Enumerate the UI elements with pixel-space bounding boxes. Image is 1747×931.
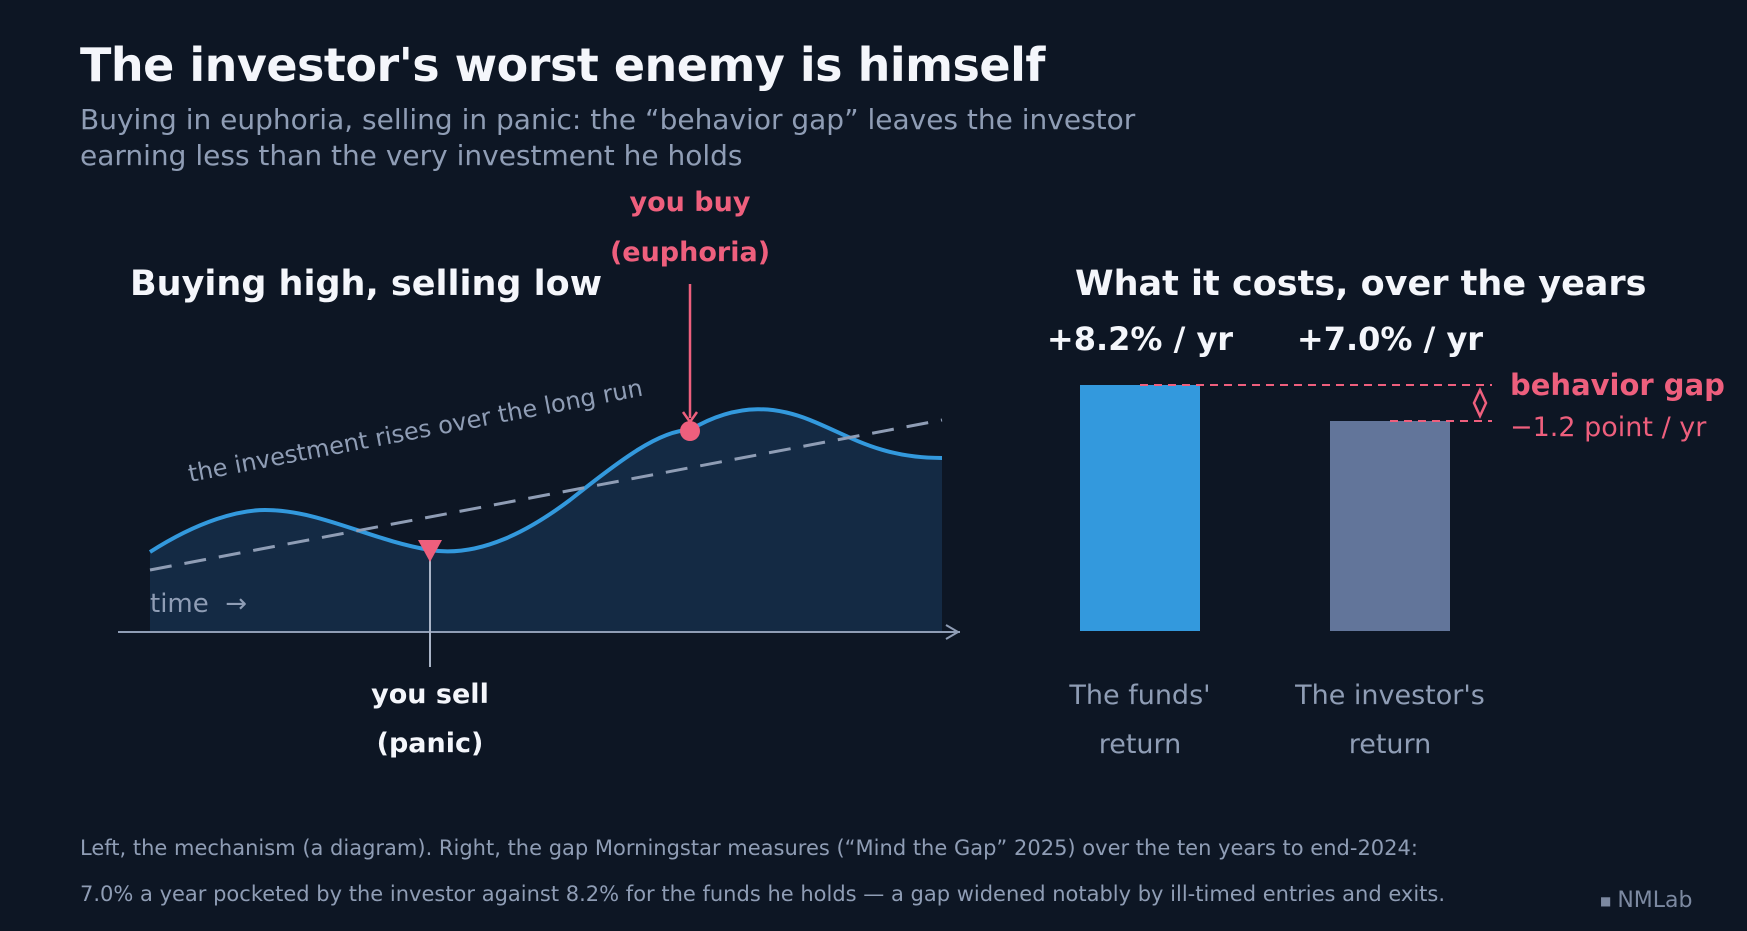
footnote-line: 7.0% a year pocketed by the investor aga… xyxy=(80,882,1446,906)
bar-1 xyxy=(1330,421,1450,631)
time-label: time → xyxy=(150,589,247,619)
page-subtitle: Buying in euphoria, selling in panic: th… xyxy=(80,103,1136,172)
category-label: return xyxy=(1099,729,1182,760)
price-curve xyxy=(148,407,943,554)
gap-label: behavior gap xyxy=(1510,368,1725,402)
cost-bar-chart: What it costs, over the years +8.2% / yr… xyxy=(1047,264,1725,760)
category-label: return xyxy=(1349,729,1432,760)
trend-label: the investment rises over the long run xyxy=(186,374,645,488)
gap-value-label: −1.2 point / yr xyxy=(1510,412,1707,443)
brand-square-icon: ■ xyxy=(1600,894,1612,908)
footnote: Left, the mechanism (a diagram). Right, … xyxy=(80,825,1580,917)
buy-label-line1: you buy xyxy=(630,187,751,218)
diagram-heading: Buying high, selling low xyxy=(130,264,602,304)
bar-value-label: +7.0% / yr xyxy=(1297,320,1483,358)
page-title: The investor's worst enemy is himself xyxy=(80,38,1045,92)
mechanism-diagram: Buying high, selling low the investment … xyxy=(118,187,960,759)
buy-marker xyxy=(680,421,700,441)
time-axis-arrow xyxy=(945,624,959,640)
sell-marker xyxy=(418,540,442,562)
category-label: The funds' xyxy=(1068,680,1210,711)
chart-title: What it costs, over the years xyxy=(1075,264,1647,304)
behavior-gap-annotation: behavior gap −1.2 point / yr xyxy=(1140,368,1725,443)
brand-mark: ■ NMLab xyxy=(1600,888,1693,913)
sell-label-line2: (panic) xyxy=(377,728,484,759)
footnote-line: Left, the mechanism (a diagram). Right, … xyxy=(80,836,1418,860)
category-label: The investor's xyxy=(1294,680,1485,711)
bar-value-label: +8.2% / yr xyxy=(1047,320,1233,358)
buy-label-line2: (euphoria) xyxy=(610,237,770,268)
bar-0 xyxy=(1080,385,1200,631)
brand-name: NMLab xyxy=(1617,888,1693,913)
price-area xyxy=(150,409,942,632)
sell-label-line1: you sell xyxy=(371,679,489,710)
trend-line xyxy=(149,418,943,572)
gap-bracket-icon xyxy=(1472,387,1488,419)
